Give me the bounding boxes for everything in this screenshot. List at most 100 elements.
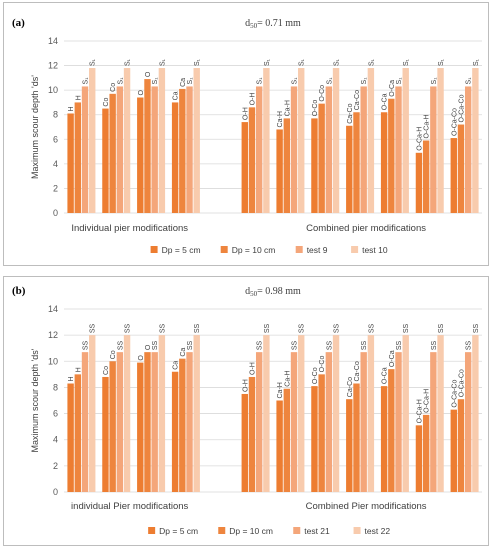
bar-test-10 [263,68,270,214]
bar-data-label: H [75,95,82,100]
legend-swatch [353,527,361,534]
bar-data-label: SS [403,323,410,333]
bar-test-10 [402,68,409,214]
bar-data-label: O-H [249,362,256,375]
bar-data-label: S₁ [83,77,90,85]
bar-data-label: SS [117,340,124,350]
bar-test-22 [367,335,375,492]
legend-swatch [351,246,359,253]
bar-Dp--10-cm [144,79,151,213]
bar-data-label: O-H [242,107,249,120]
bar-data-label: H [68,106,75,111]
y-tick-label: 6 [53,409,58,419]
bar-data-label: Ca-Co [347,103,354,123]
bar-data-label: S₁ [187,77,194,85]
bar-Dp--10-cm [144,352,151,492]
bar-data-label: S₁ [90,58,97,66]
bar-data-label: O [138,90,145,96]
y-tick-label: 4 [53,159,58,169]
y-tick-label: 8 [53,110,58,120]
bar-Dp--10-cm [74,374,82,492]
bar-test-9 [360,86,367,213]
bar-test-22 [263,335,270,492]
bar-Dp--10-cm [74,102,82,213]
bar-test-21 [430,352,437,492]
bar-Dp--10-cm [388,98,395,213]
bar-test-9 [430,86,437,213]
bar-data-label: S₁ [125,58,132,66]
bar-data-label: O-Ca [382,367,389,384]
legend-label: test 9 [307,245,328,255]
bar-data-label: O-Co [312,100,319,117]
bar-data-label: SS [466,340,473,350]
bar-Dp--5-cm [137,97,144,213]
bar-data-label: O-Co [319,356,326,373]
bar-data-label: SS [299,323,306,333]
bar-data-label: SS [187,340,194,350]
bar-test-9 [116,86,124,213]
bar-test-22 [472,335,479,492]
bar-data-label: SS [292,340,299,350]
bar-data-label: S₁ [438,58,445,66]
x-group-label: Combined Pier modifications [306,501,427,512]
bar-test-9 [464,86,472,213]
bar-data-label: SS [194,323,201,333]
bar-Dp--5-cm [276,129,283,213]
bar-data-label: SS [152,340,159,350]
bar-data-label: S₁ [159,58,166,66]
bar-test-10 [158,68,166,214]
legend-label: Dp = 5 cm [162,245,201,255]
bar-Dp--5-cm [67,113,74,213]
bar-test-10 [123,68,131,214]
bar-test-22 [332,335,340,492]
legend-swatch [150,246,158,253]
bar-Dp--5-cm [311,118,318,213]
bar-data-label: SS [159,323,166,333]
y-tick-label: 12 [48,330,58,340]
bar-data-label: Ca-H [277,382,284,398]
bar-data-label: SS [473,323,480,333]
bar-Dp--5-cm [137,362,144,492]
chart-title: d50= 0.98 mm [245,286,301,298]
bar-data-label: S₁ [117,77,124,85]
y-tick-label: 2 [53,183,58,193]
bar-data-label: Ca-Co [354,90,361,110]
bar-test-21 [151,352,158,492]
bar-data-label: O-Ca-H [424,114,431,138]
panel-label: (a) [12,17,25,29]
bar-Dp--10-cm [457,399,465,492]
bar-test-21 [464,352,472,492]
bar-data-label: SS [90,323,97,333]
bar-test-22 [437,335,444,492]
bar-test-22 [89,335,96,492]
chart-panel-a: (a) d50= 0.71 mm 0 2 4 6 8 10 12 14 Maximum scour … [3,2,489,266]
bar-Dp--5-cm [241,122,248,213]
bar-Dp--5-cm [380,386,388,492]
y-tick-label: 10 [48,85,58,95]
bar-data-label: Ca-H [277,111,284,127]
bar-data-label: O-Ca [382,93,389,110]
bar-data-label: O-Ca-Co [458,94,465,122]
chart-title: d50= 0.71 mm [245,18,301,30]
legend-label: test 10 [362,245,388,255]
bar-data-label: Ca [173,91,180,100]
bar-data-label: S₁ [152,77,159,85]
chart-a-svg: (a) d50= 0.71 mm 0 2 4 6 8 10 12 14 Maximum scour … [12,17,482,255]
bar-Dp--10-cm [248,376,256,492]
bar-test-9 [395,86,402,213]
bar-Dp--10-cm [179,88,186,213]
bar-Dp--5-cm [346,125,353,213]
bar-data-label: O-Ca-Co [451,108,458,136]
bar-data-label: S₁ [473,58,480,66]
legend-label: test 22 [365,526,391,536]
bar-Dp--10-cm [109,93,116,213]
legend-label: Dp = 10 cm [229,526,273,536]
bar-Dp--5-cm [276,400,283,492]
bar-Dp--10-cm [318,374,325,492]
bar-data-label: O-H [249,92,256,105]
bar-data-label: O-Ca [389,80,396,97]
bar-test-21 [186,352,193,492]
bar-test-21 [116,352,124,492]
bar-data-label: O [145,71,152,77]
bar-data-label: S₁ [361,77,368,85]
